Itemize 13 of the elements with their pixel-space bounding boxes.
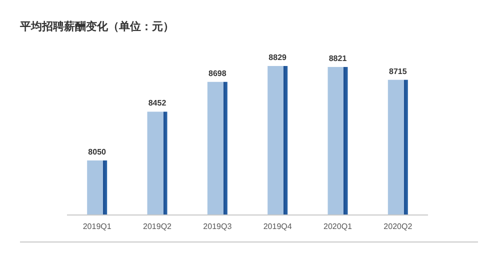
- title: 平均招聘薪酬变化（单位：元）: [20, 21, 174, 33]
- x-tick-label: 2019Q3: [203, 222, 232, 231]
- data-label: 8829: [268, 53, 288, 62]
- data-label: 8452: [148, 98, 167, 108]
- x-tick-label: 2019Q4: [263, 222, 292, 231]
- data-label: 8698: [208, 68, 227, 78]
- x-tick-label: 2020Q2: [384, 222, 413, 231]
- x-tick-label: 2020Q1: [324, 222, 353, 231]
- data-label: 8821: [328, 54, 348, 63]
- data-label: 8050: [88, 147, 107, 156]
- data-label: 8715: [389, 66, 408, 76]
- x-tick-label: 2019Q1: [82, 222, 112, 231]
- x-tick-label: 2019Q2: [143, 222, 172, 231]
